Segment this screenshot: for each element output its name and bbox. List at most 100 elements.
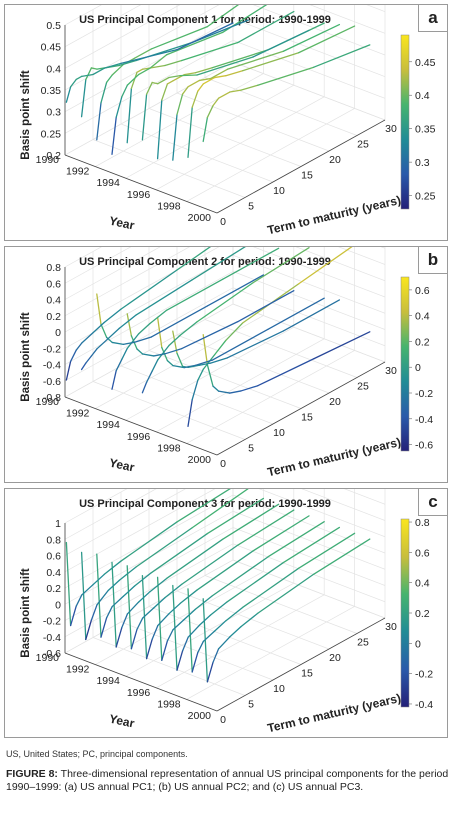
colorbar-tick-label: 0.35 [415,124,436,136]
series-segment [69,78,77,88]
z-tick-label: -0.2 [43,343,61,355]
series-segment [209,601,229,616]
series-segment [121,84,129,98]
series-segment [191,379,199,401]
series-segment [202,76,216,85]
series-segment [206,661,214,683]
series-segment [96,553,102,638]
z-tick-label: -0.4 [43,632,61,644]
colorbar-tick-label: 0.4 [415,578,430,590]
caption-text: Three-dimensional representation of annu… [6,768,449,793]
chart-b: 0 5 10 15 20 25 30 1990 1992 1994 1996 1998 2000 -0.8… [20,247,433,479]
series-segment [225,606,244,622]
series-segment [69,349,77,363]
series-1995 [141,247,310,394]
series-segment [85,619,93,641]
y-axis-label: Year [108,712,136,731]
series-segment [226,561,285,603]
series-segment [103,308,122,324]
series-segment [197,368,205,381]
series-segment [141,93,148,141]
x-tick-label: 5 [248,201,254,213]
series-1996 [156,297,325,369]
series-segment [92,321,105,334]
series-segment [107,579,121,592]
series-segment [252,515,310,552]
series-segment [166,629,174,642]
series-segment [141,607,155,619]
x-tick-label: 30 [385,621,397,633]
colorbar-tick-label: 0 [415,638,421,650]
series-segment [240,84,259,91]
series-segment [313,331,371,360]
z-tick-label: 0.3 [46,107,61,119]
series-segment [179,589,198,605]
series-segment [96,102,102,141]
series-segment [267,297,325,330]
series-segment [165,31,224,56]
z-tick-label: 0.6 [46,551,61,563]
series-segment [212,97,220,107]
y-tick-label: 1996 [127,431,151,443]
series-segment [172,113,178,161]
series-1990 [65,22,234,103]
series-segment [153,353,166,357]
series-segment [168,602,181,615]
x-tick-label: 5 [248,443,254,455]
series-segment [161,83,169,101]
series-segment [196,550,254,591]
series-segment [111,116,117,155]
series-segment [100,323,108,339]
chart-panel-c: 0 5 10 15 20 25 30 1990 1992 1994 1996 1998 2000 -0.6… [4,488,448,738]
series-segment [213,339,227,356]
x-tick-label: 10 [273,185,285,197]
y-tick-label: 1990 [36,154,60,166]
series-segment [65,360,72,381]
series-segment [179,74,198,77]
series-segment [149,309,168,325]
x-tick-label: 15 [301,412,313,424]
series-1991 [80,247,246,371]
series-segment [149,54,168,70]
series-segment [176,93,184,116]
x-tick-label: 0 [220,714,226,726]
series-segment [126,87,133,144]
series-segment [149,577,168,593]
series-segment [118,566,137,581]
series-segment [130,628,138,650]
colorbar [400,34,410,210]
chart-c: 051015202530199019921994199619982000-0.6… [20,489,433,735]
series-1990 [65,489,231,627]
series-segment [206,364,214,387]
series-segment [240,612,259,628]
series-segment [225,70,244,77]
series-segment [126,333,140,349]
series-segment [241,52,300,72]
series-segment [211,556,269,597]
series-segment [153,596,166,609]
series-segment [187,399,193,428]
z-tick-label: 0.25 [41,128,62,140]
series-segment [130,71,138,90]
series-segment [96,589,109,606]
series-segment [181,544,239,585]
series-segment [172,364,185,369]
series-segment [69,605,77,627]
series-segment [165,278,224,311]
series-1997 [172,299,341,369]
x-tick-label: 20 [329,396,341,408]
colorbar-tick-label: 0.8 [415,517,430,529]
z-tick-label: -0.2 [43,616,61,628]
series-1994 [126,10,295,144]
series-segment [136,348,144,355]
z-tick-label: 0.5 [46,20,61,32]
series-segment [225,322,244,342]
series-segment [133,48,153,59]
series-segment [176,22,234,51]
series-segment [196,56,254,76]
series-segment [141,381,148,394]
series-segment [206,5,240,28]
x-tick-label: 10 [273,683,285,695]
z-tick-label: 0 [55,599,61,611]
series-segment [137,591,151,603]
